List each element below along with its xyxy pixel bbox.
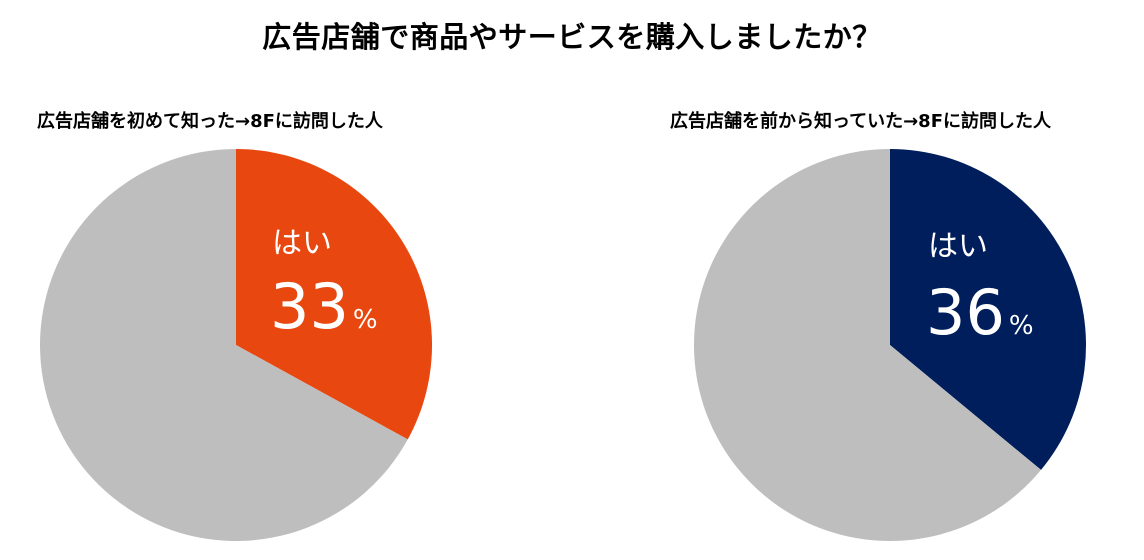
- pie-title-already-known: 広告店舗を前から知っていた→8Fに訪問した人: [670, 111, 1052, 132]
- pie-slice-already-known-yes: [890, 149, 1087, 470]
- pie-label-first-time-category: はい: [272, 226, 332, 261]
- pie-label-first-time-value: 33%: [270, 270, 378, 343]
- pie-label-already-known-category: はい: [928, 229, 988, 264]
- pie-slice-first-time-other: [40, 149, 408, 541]
- pie-label-already-known-value: 36%: [926, 276, 1034, 349]
- pie-slice-already-known-other: [694, 149, 1042, 541]
- page-title: 広告店舗で商品やサービスを購入しましたか？: [262, 20, 882, 54]
- pie-slice-first-time-yes: [236, 149, 432, 440]
- pie-title-first-time: 広告店舗を初めて知った→8Fに訪問した人: [37, 111, 383, 132]
